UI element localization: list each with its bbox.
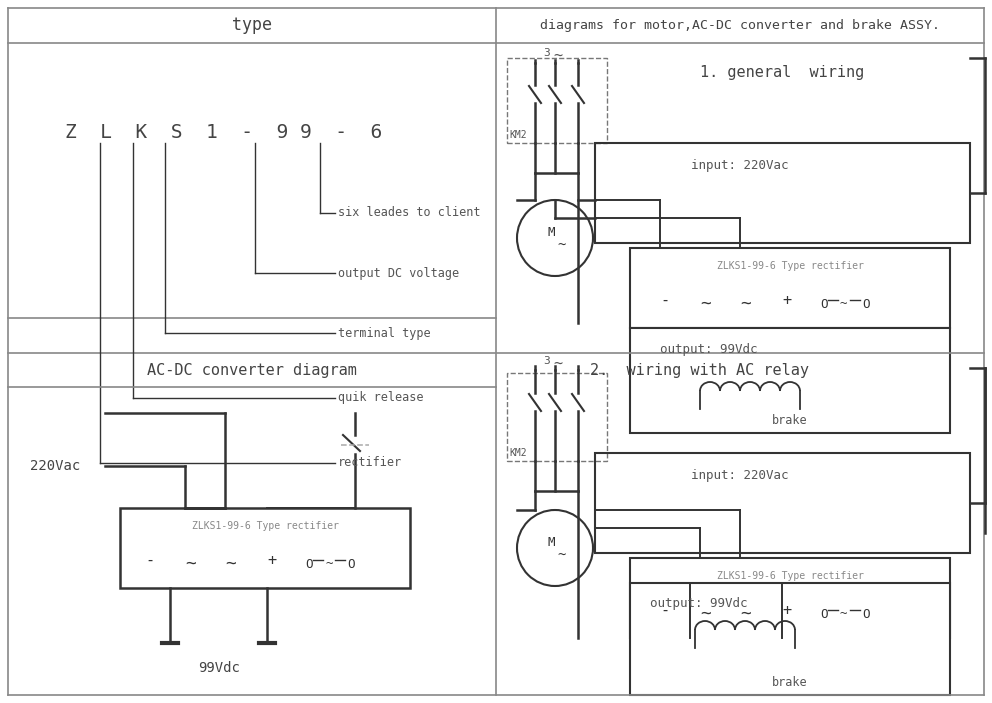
Text: M: M bbox=[547, 536, 555, 550]
Text: brake: brake bbox=[772, 676, 807, 690]
Bar bbox=[630, 558, 950, 638]
Text: Z  L  K  S  1  -  9 9  -  6: Z L K S 1 - 9 9 - 6 bbox=[65, 124, 382, 143]
Text: ~: ~ bbox=[840, 297, 847, 311]
Bar bbox=[507, 58, 607, 143]
Text: diagrams for motor,AC-DC converter and brake ASSY.: diagrams for motor,AC-DC converter and b… bbox=[540, 18, 940, 32]
Bar bbox=[507, 373, 607, 461]
Text: output: 99Vdc: output: 99Vdc bbox=[650, 597, 748, 610]
Text: -: - bbox=[660, 292, 670, 307]
Text: ~: ~ bbox=[557, 239, 565, 253]
Text: -: - bbox=[145, 553, 154, 567]
Text: 3: 3 bbox=[543, 356, 550, 366]
Text: ~: ~ bbox=[740, 295, 751, 313]
Text: O: O bbox=[820, 297, 827, 311]
Text: type: type bbox=[232, 16, 272, 34]
Text: quik release: quik release bbox=[338, 392, 424, 404]
Text: ~: ~ bbox=[553, 48, 562, 63]
Text: +: + bbox=[782, 602, 792, 617]
Text: ~: ~ bbox=[740, 605, 751, 623]
Text: input: 220Vac: input: 220Vac bbox=[691, 158, 789, 172]
Text: ~: ~ bbox=[557, 549, 565, 563]
Text: output: 99Vdc: output: 99Vdc bbox=[660, 344, 758, 356]
Text: ~: ~ bbox=[185, 555, 195, 573]
Text: O: O bbox=[820, 607, 827, 621]
Text: -: - bbox=[660, 602, 670, 617]
Text: six leades to client: six leades to client bbox=[338, 207, 480, 219]
Text: input: 220Vac: input: 220Vac bbox=[691, 468, 789, 482]
Text: O: O bbox=[862, 297, 870, 311]
Bar bbox=[630, 248, 950, 328]
Text: M: M bbox=[547, 226, 555, 240]
Text: 2.  wiring with AC relay: 2. wiring with AC relay bbox=[590, 363, 809, 378]
Text: terminal type: terminal type bbox=[338, 326, 431, 340]
Text: AC-DC converter diagram: AC-DC converter diagram bbox=[147, 363, 357, 378]
Text: ~: ~ bbox=[840, 607, 847, 621]
Text: 3: 3 bbox=[543, 48, 550, 58]
Text: ZLKS1-99-6 Type rectifier: ZLKS1-99-6 Type rectifier bbox=[716, 571, 863, 581]
Text: O: O bbox=[862, 607, 870, 621]
Circle shape bbox=[517, 200, 593, 276]
Bar bbox=[630, 328, 950, 433]
Text: ~: ~ bbox=[325, 557, 332, 571]
Text: 1. general  wiring: 1. general wiring bbox=[700, 65, 864, 81]
Text: ~: ~ bbox=[225, 555, 236, 573]
Text: ~: ~ bbox=[700, 605, 711, 623]
Text: 99Vdc: 99Vdc bbox=[198, 661, 240, 675]
Circle shape bbox=[517, 510, 593, 586]
Bar bbox=[120, 508, 410, 588]
Text: rectifier: rectifier bbox=[338, 456, 402, 470]
Text: KM2: KM2 bbox=[509, 448, 527, 458]
Text: O: O bbox=[347, 557, 354, 571]
Text: +: + bbox=[782, 292, 792, 307]
Text: O: O bbox=[305, 557, 312, 571]
Text: KM2: KM2 bbox=[509, 130, 527, 140]
Text: output DC voltage: output DC voltage bbox=[338, 266, 459, 280]
Bar bbox=[630, 583, 950, 695]
Bar bbox=[595, 453, 970, 553]
Text: brake: brake bbox=[772, 415, 807, 427]
Text: ~: ~ bbox=[553, 356, 562, 370]
Text: ZLKS1-99-6 Type rectifier: ZLKS1-99-6 Type rectifier bbox=[191, 521, 338, 531]
Text: ~: ~ bbox=[700, 295, 711, 313]
Bar bbox=[595, 143, 970, 243]
Text: +: + bbox=[267, 553, 276, 567]
Text: ZLKS1-99-6 Type rectifier: ZLKS1-99-6 Type rectifier bbox=[716, 261, 863, 271]
Text: 220Vac: 220Vac bbox=[30, 459, 80, 473]
